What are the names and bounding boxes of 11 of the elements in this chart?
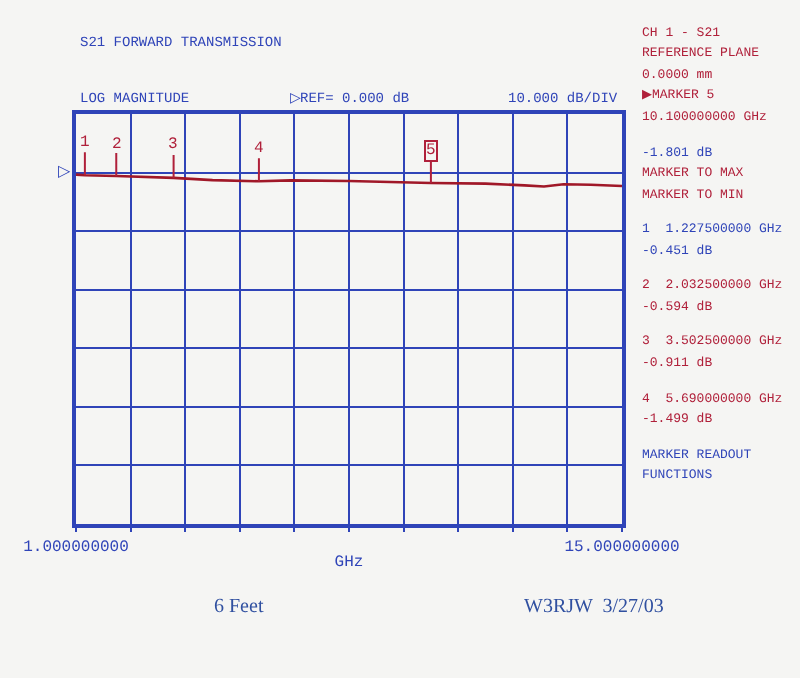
annotation: 1 <box>80 134 90 152</box>
x-tick-label: 15.000000000 <box>564 538 681 557</box>
annotation: 3 <box>168 136 178 154</box>
x-axis-title: GHz <box>334 553 364 572</box>
annotation: 2 <box>112 136 122 154</box>
x-tick-label: 1.000000000 <box>23 538 130 557</box>
annotation: 4 <box>254 140 264 158</box>
text: ▷ <box>58 164 72 182</box>
annotation: 5 <box>426 142 436 160</box>
text: 6 Feet <box>214 596 264 618</box>
text: W3RJW 3/27/03 <box>524 596 664 618</box>
